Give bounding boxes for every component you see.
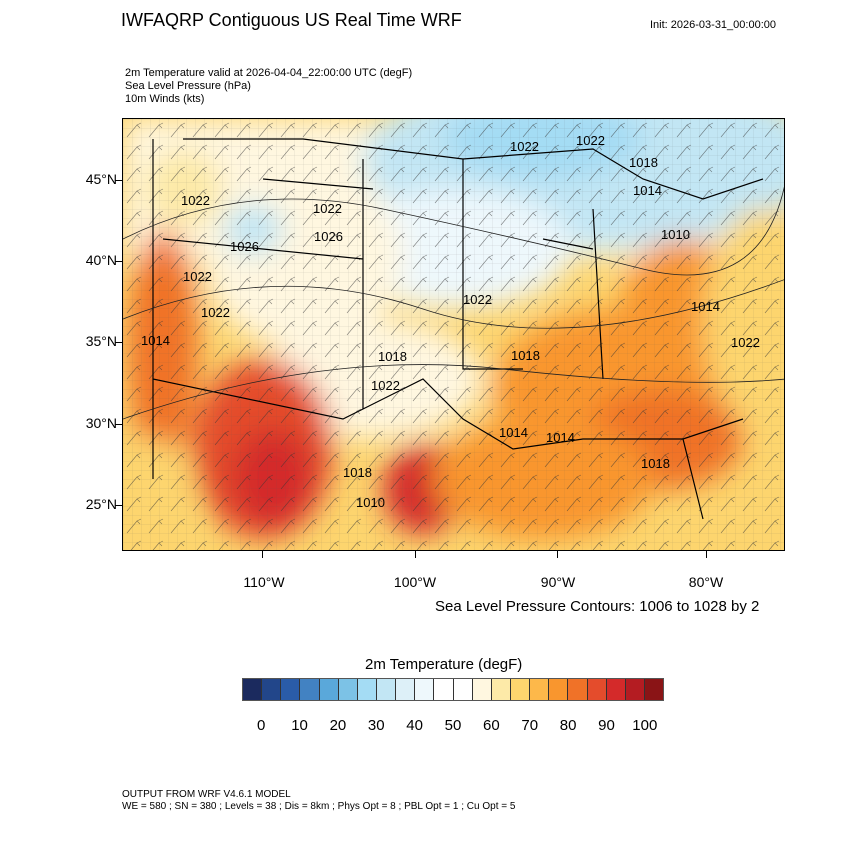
colorbar-swatch	[549, 679, 569, 700]
model-config-label: WE = 580 ; SN = 380 ; Levels = 38 ; Dis …	[122, 801, 516, 812]
pressure-contour-label: 1026	[230, 239, 259, 254]
colorbar-tick-label: 70	[521, 717, 539, 734]
lat-tick	[115, 424, 122, 425]
lat-label: 35°N	[85, 333, 117, 349]
model-output-label: OUTPUT FROM WRF V4.6.1 MODEL	[122, 789, 291, 800]
colorbar-tick-label: 60	[483, 717, 500, 734]
colorbar-swatch	[434, 679, 454, 700]
colorbar-swatch	[338, 679, 358, 700]
lat-tick	[115, 261, 122, 262]
field-temperature-label: 2m Temperature valid at 2026-04-04_22:00…	[125, 67, 413, 79]
pressure-contours	[123, 185, 784, 420]
lat-label: 25°N	[85, 496, 117, 512]
pressure-contour-label: 1014	[141, 333, 170, 348]
pressure-contour-label: 1022	[181, 193, 210, 208]
pressure-contour-label: 1014	[691, 299, 720, 314]
lon-tick	[557, 551, 558, 558]
pressure-contour-label: 1014	[633, 183, 662, 198]
colorbar-swatch	[376, 679, 397, 700]
colorbar-tick-label: 0	[257, 717, 266, 734]
colorbar-swatch	[530, 679, 550, 700]
lon-tick	[262, 551, 263, 558]
lon-tick	[415, 551, 416, 558]
colorbar-swatch	[262, 679, 282, 700]
pressure-contour-label: 1022	[201, 305, 230, 320]
slp-contour-note: Sea Level Pressure Contours: 1006 to 102…	[435, 598, 760, 615]
pressure-contour-label: 1022	[371, 378, 400, 393]
pressure-contour-label: 1026	[314, 229, 343, 244]
lat-label: 45°N	[85, 171, 117, 187]
pressure-contour-label: 1018	[511, 348, 540, 363]
field-pressure-label: Sea Level Pressure (hPa)	[125, 80, 251, 92]
colorbar-swatch	[243, 679, 263, 700]
pressure-contour-label: 1022	[183, 269, 212, 284]
lon-label: 80°W	[688, 574, 724, 590]
colorbar-tick-label: 100	[632, 717, 658, 734]
state-borders	[152, 138, 764, 520]
colorbar-swatch	[625, 679, 645, 700]
colorbar-swatch	[281, 679, 301, 700]
lat-tick	[115, 342, 122, 343]
pressure-contour-label: 1014	[499, 425, 528, 440]
colorbar-title: 2m Temperature (degF)	[365, 656, 523, 673]
pressure-contour-label: 1022	[510, 139, 539, 154]
colorbar-tick-label: 30	[367, 717, 385, 734]
lon-label: 100°W	[393, 574, 437, 590]
colorbar-tick-label: 40	[406, 717, 423, 734]
colorbar-swatch	[319, 679, 339, 700]
init-time: Init: 2026-03-31_00:00:00	[650, 19, 776, 31]
lat-tick	[115, 180, 122, 181]
colorbar-tick-label: 50	[444, 717, 462, 734]
colorbar-swatch	[396, 679, 416, 700]
colorbar-swatch	[568, 679, 588, 700]
pressure-contour-label: 1010	[661, 227, 690, 242]
lat-tick	[115, 505, 122, 506]
pressure-contour-label: 1018	[641, 456, 670, 471]
pressure-contour-label: 1022	[313, 201, 342, 216]
colorbar-swatch	[453, 679, 473, 700]
colorbar-swatch	[491, 679, 511, 700]
weather-map: 1022 1022 1018 1014 1010 1022 1022 1026 1026 1022…	[122, 118, 785, 551]
colorbar-tick-label: 10	[291, 717, 308, 734]
pressure-contour-label: 1018	[343, 465, 372, 480]
pressure-contour-label: 1018	[629, 155, 658, 170]
colorbar-swatch	[357, 679, 377, 700]
pressure-contour-label: 1022	[463, 292, 492, 307]
pressure-contour-label: 1018	[378, 349, 407, 364]
lon-tick	[706, 551, 707, 558]
pressure-contour-label: 1022	[576, 133, 605, 148]
colorbar-swatch	[300, 679, 320, 700]
lon-label: 110°W	[243, 574, 285, 590]
colorbar-swatch	[510, 679, 531, 700]
pressure-contour-label: 1010	[356, 495, 385, 510]
temperature-field	[123, 119, 784, 550]
field-winds-label: 10m Winds (kts)	[125, 93, 205, 105]
colorbar-swatch	[415, 679, 435, 700]
lon-label: 90°W	[540, 574, 576, 590]
pressure-contour-label: 1014	[546, 430, 575, 445]
colorbar-swatch	[644, 679, 664, 700]
lat-label: 40°N	[85, 252, 117, 268]
colorbar	[242, 678, 664, 701]
pressure-contour-label: 1022	[731, 335, 760, 350]
colorbar-swatch	[587, 679, 607, 700]
colorbar-tick-label: 80	[559, 717, 577, 734]
colorbar-tick-label: 90	[598, 717, 615, 734]
colorbar-swatch	[606, 679, 626, 700]
colorbar-swatch	[472, 679, 492, 700]
lat-label: 30°N	[85, 415, 117, 431]
colorbar-tick-label: 20	[329, 717, 347, 734]
chart-title: IWFAQRP Contiguous US Real Time WRF	[121, 10, 462, 30]
